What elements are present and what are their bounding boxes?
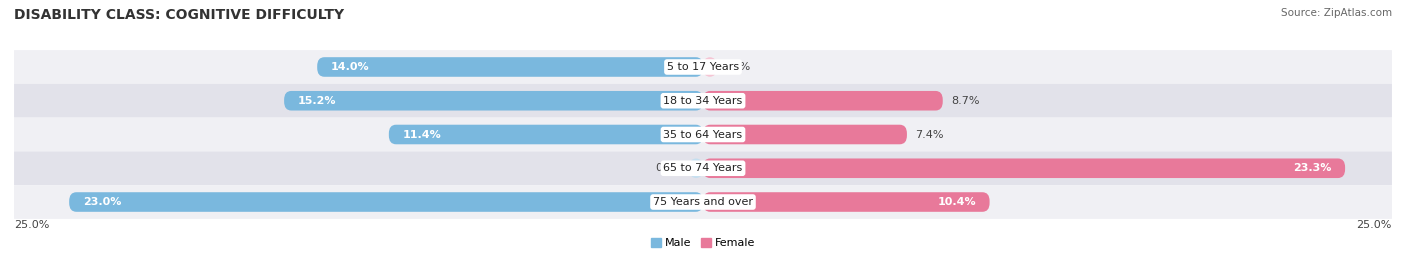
Text: 18 to 34 Years: 18 to 34 Years [664,96,742,106]
Text: 25.0%: 25.0% [1357,220,1392,230]
Text: 75 Years and over: 75 Years and over [652,197,754,207]
FancyBboxPatch shape [14,84,1392,118]
FancyBboxPatch shape [703,125,907,144]
Text: 0.0%: 0.0% [655,163,683,173]
Text: Source: ZipAtlas.com: Source: ZipAtlas.com [1281,8,1392,18]
Text: 14.0%: 14.0% [330,62,370,72]
Text: 25.0%: 25.0% [14,220,49,230]
Text: 5 to 17 Years: 5 to 17 Years [666,62,740,72]
FancyBboxPatch shape [703,91,943,111]
Text: 8.7%: 8.7% [950,96,980,106]
FancyBboxPatch shape [284,91,703,111]
FancyBboxPatch shape [389,125,703,144]
Text: 10.4%: 10.4% [938,197,976,207]
FancyBboxPatch shape [703,158,1346,178]
Text: 15.2%: 15.2% [298,96,336,106]
FancyBboxPatch shape [703,57,717,77]
FancyBboxPatch shape [14,50,1392,84]
Text: 65 to 74 Years: 65 to 74 Years [664,163,742,173]
FancyBboxPatch shape [703,192,990,212]
Text: 35 to 64 Years: 35 to 64 Years [664,129,742,140]
FancyBboxPatch shape [689,158,703,178]
FancyBboxPatch shape [14,151,1392,185]
Text: 0.0%: 0.0% [723,62,751,72]
FancyBboxPatch shape [14,185,1392,219]
FancyBboxPatch shape [69,192,703,212]
Text: 7.4%: 7.4% [915,129,943,140]
Text: 23.3%: 23.3% [1294,163,1331,173]
Legend: Male, Female: Male, Female [647,233,759,253]
FancyBboxPatch shape [318,57,703,77]
FancyBboxPatch shape [14,118,1392,151]
Text: DISABILITY CLASS: COGNITIVE DIFFICULTY: DISABILITY CLASS: COGNITIVE DIFFICULTY [14,8,344,22]
Text: 11.4%: 11.4% [402,129,441,140]
Text: 23.0%: 23.0% [83,197,121,207]
